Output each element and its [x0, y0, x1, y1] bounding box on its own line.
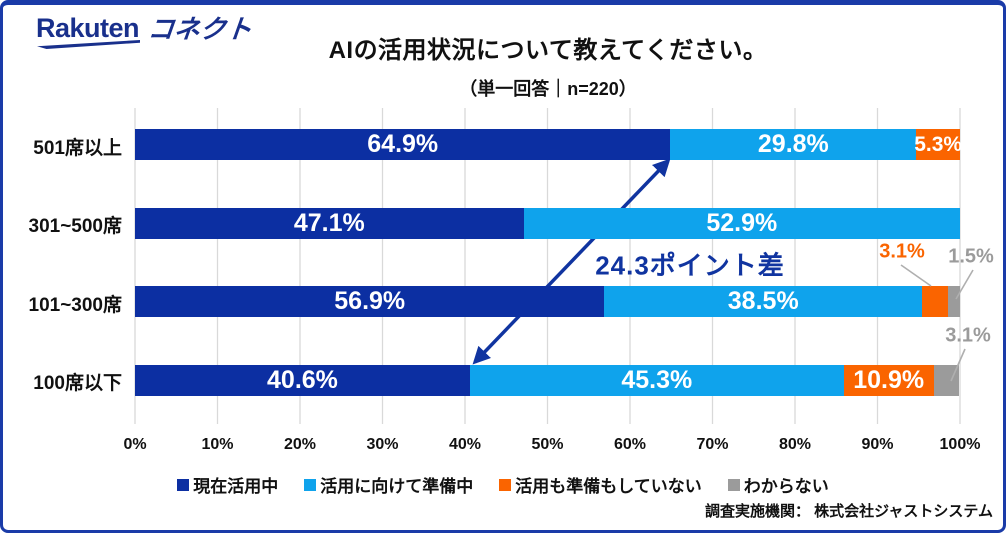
- legend-label: わからない: [743, 477, 829, 496]
- legend-swatch-icon: [177, 478, 190, 491]
- legend-swatch-icon: [499, 478, 512, 491]
- bar-segment: 38.5%: [604, 286, 923, 317]
- legend-item: わからない: [727, 472, 829, 497]
- difference-annotation: 24.3ポイント差: [595, 250, 785, 281]
- chart-legend: 現在活用中 活用に向けて準備中 活用も準備もしていない わからない: [3, 472, 1003, 497]
- bar-segment: [933, 364, 960, 396]
- bar-segment: 45.3%: [469, 364, 844, 396]
- category-label: 101~300席: [28, 294, 123, 316]
- bar-segment: 29.8%: [670, 129, 917, 160]
- chart-subtitle: （単一回答｜n=220）: [459, 79, 637, 99]
- bar-segment: [947, 286, 960, 317]
- legend-item: 活用も準備もしていない: [499, 472, 702, 497]
- x-axis-tick-label: 50%: [531, 436, 564, 453]
- rakuten-brand-text: Rakuten: [36, 13, 140, 43]
- x-axis-tick-label: 100%: [939, 436, 981, 453]
- bar-value-label: 40.6%: [267, 365, 338, 394]
- bar-segment: 64.9%: [135, 129, 671, 160]
- legend-item: 現在活用中: [177, 472, 278, 497]
- x-axis-tick-label: 0%: [123, 436, 147, 453]
- bar-value-label: 29.8%: [757, 130, 829, 158]
- bar-segment: 52.9%: [523, 207, 960, 239]
- survey-source: 調査実施機関： 株式会社ジャストシステム: [705, 503, 993, 520]
- rakuten-wordmark: Rakuten: [36, 13, 141, 49]
- bar-segment: 47.1%: [135, 207, 524, 239]
- x-axis-tick-label: 60%: [613, 436, 647, 453]
- category-label: 301~500席: [28, 216, 123, 237]
- category-label: 501席以上: [33, 137, 122, 159]
- bar-segment: 10.9%: [843, 364, 934, 396]
- bar-value-label: 64.9%: [367, 130, 439, 158]
- bar-segment: 56.9%: [135, 286, 605, 317]
- bar-segment: [922, 286, 948, 317]
- connect-wordmark: コネクト: [146, 14, 254, 44]
- x-axis-tick-label: 10%: [201, 436, 234, 453]
- callout-leader-line: [900, 264, 932, 287]
- legend-item: 活用に向けて準備中: [304, 472, 473, 497]
- legend-swatch-icon: [727, 478, 740, 491]
- difference-arrow: [472, 158, 671, 365]
- callout-leader-line: [955, 269, 974, 300]
- bar-value-label: 45.3%: [621, 365, 693, 394]
- callout-value-label: 3.1%: [945, 324, 991, 347]
- x-axis-tick-label: 80%: [778, 436, 812, 453]
- chart-title: AIの活用状況について教えてください。: [328, 37, 768, 64]
- legend-label: 活用も準備もしていない: [515, 477, 702, 496]
- bar-value-label: 5.3%: [914, 132, 963, 156]
- legend-swatch-icon: [304, 478, 317, 491]
- x-axis-tick-label: 40%: [448, 436, 482, 453]
- rakuten-connect-logo: Rakuten コネクト: [36, 13, 254, 49]
- legend-label: 活用に向けて準備中: [320, 477, 474, 496]
- category-label: 100席以下: [33, 373, 122, 394]
- x-axis-tick-label: 30%: [366, 436, 399, 453]
- bar-value-label: 38.5%: [727, 287, 799, 315]
- rakuten-underline-swoosh-icon: [37, 40, 141, 49]
- bar-value-label: 52.9%: [706, 208, 778, 237]
- x-axis-tick-label: 70%: [696, 436, 729, 453]
- bar-segment: 5.3%: [914, 129, 963, 160]
- x-axis-tick-label: 90%: [861, 436, 894, 453]
- callout-leader-line: [950, 348, 966, 382]
- legend-label: 現在活用中: [193, 477, 279, 496]
- bar-segment: 40.6%: [135, 364, 470, 396]
- bar-value-label: 56.9%: [334, 287, 406, 315]
- bar-value-label: 47.1%: [293, 208, 365, 237]
- callout-value-label: 1.5%: [948, 245, 994, 268]
- bar-value-label: 10.9%: [853, 365, 925, 394]
- x-axis-tick-label: 20%: [283, 436, 317, 453]
- callout-value-label: 3.1%: [879, 240, 925, 263]
